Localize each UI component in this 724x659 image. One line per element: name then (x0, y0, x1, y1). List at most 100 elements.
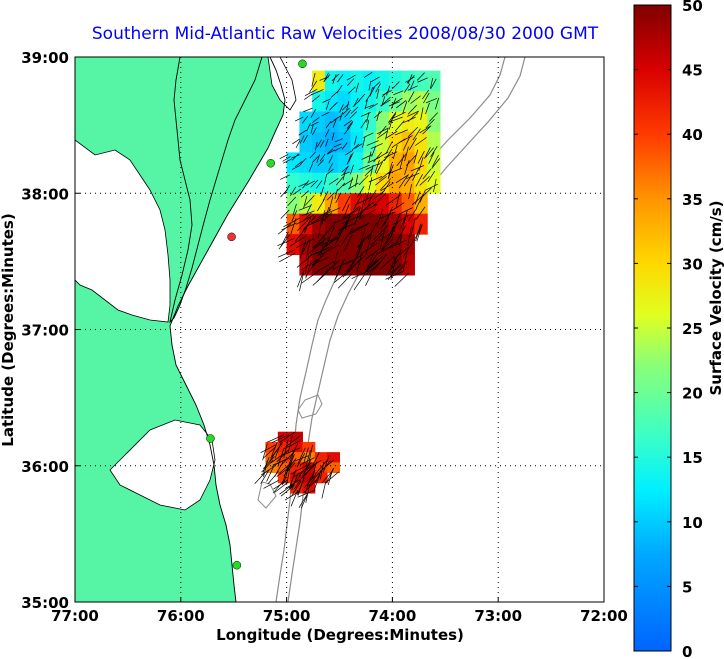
bathymetry-contour-slope (287, 57, 526, 602)
velocity-cell (376, 70, 390, 92)
velocity-cell (290, 462, 303, 474)
velocity-cell (286, 152, 300, 174)
velocity-vector (356, 232, 372, 248)
velocity-vector (332, 250, 339, 271)
velocity-vector (286, 468, 291, 486)
velocity-vector (360, 112, 371, 117)
velocity-vector (351, 143, 360, 151)
velocity-vector (310, 89, 324, 96)
velocity-vector (310, 247, 329, 256)
velocity-cell (337, 193, 352, 215)
velocity-vector (316, 154, 320, 163)
velocity-vector (315, 180, 323, 189)
velocity-vector (364, 191, 370, 205)
bathymetry-contours (257, 57, 526, 602)
velocity-vector (279, 154, 289, 159)
velocity-vector (373, 110, 383, 119)
velocity-vector (407, 110, 419, 117)
velocity-cell (290, 452, 303, 463)
velocity-vector (366, 140, 379, 146)
velocity-vector (402, 101, 408, 114)
velocity-vector (378, 211, 396, 220)
velocity-vector (294, 161, 303, 168)
velocity-vector (342, 214, 362, 224)
velocity-vector (403, 173, 414, 187)
colorbar-tick-label: 25 (682, 320, 703, 338)
velocity-cell (324, 70, 339, 92)
velocity-vector (406, 172, 420, 180)
velocity-vector (355, 236, 366, 255)
velocity-vector (368, 103, 378, 110)
velocity-vector (321, 469, 334, 483)
velocity-vector (363, 72, 373, 78)
velocity-vector (420, 107, 424, 120)
velocity-vector (367, 222, 378, 241)
velocity-vector (394, 272, 409, 287)
velocity-vector (349, 255, 365, 270)
velocity-vector (396, 191, 401, 207)
velocity-vector (400, 212, 408, 229)
velocity-vector (342, 171, 346, 181)
velocity-vector (260, 469, 270, 484)
velocity-vector (423, 92, 430, 104)
velocity-vector (297, 447, 306, 464)
velocity-vector (326, 467, 335, 484)
velocity-cell (312, 111, 326, 133)
velocity-vector (294, 226, 307, 242)
velocity-vector (311, 252, 326, 269)
velocity-vector (417, 150, 425, 164)
velocity-cell (363, 91, 377, 112)
pamlico-sound (109, 419, 216, 511)
velocity-vector (388, 263, 405, 275)
velocity-vector (314, 467, 324, 484)
velocity-vector (321, 244, 340, 255)
velocity-vector (399, 227, 404, 246)
velocity-vector (360, 242, 378, 255)
velocity-vector (303, 447, 309, 465)
velocity-vector (335, 176, 344, 186)
velocity-vector (358, 93, 366, 102)
velocity-vector (380, 178, 391, 191)
velocity-vector (300, 457, 315, 466)
velocity-vector (320, 186, 324, 197)
velocity-vector (287, 434, 293, 454)
velocity-vector (333, 143, 342, 148)
velocity-vector (307, 241, 323, 256)
velocity-vector (337, 222, 357, 231)
velocity-vector (273, 479, 289, 490)
velocity-vector (301, 210, 315, 217)
velocity-cell (299, 131, 313, 153)
velocity-vector (305, 218, 325, 227)
velocity-cell (324, 111, 339, 133)
velocity-vector (298, 205, 311, 211)
velocity-vector (263, 479, 279, 489)
velocity-cell (350, 234, 364, 256)
velocity-vector (337, 74, 344, 83)
velocity-vector (308, 472, 320, 487)
velocity-cell (312, 70, 326, 92)
velocity-vector (296, 453, 306, 468)
velocity-vector (422, 125, 432, 135)
velocity-vector (346, 253, 364, 265)
velocity-vector (313, 246, 333, 255)
colorbar-label: Surface Velocity (cm/s) (707, 200, 724, 395)
velocity-vector (343, 165, 349, 175)
velocity-cell (376, 91, 390, 112)
velocity-vector (280, 231, 289, 247)
velocity-vector (425, 147, 435, 158)
velocity-vector (324, 174, 327, 185)
velocity-cell (299, 254, 313, 276)
velocity-vector (329, 177, 339, 185)
velocity-cell (277, 452, 291, 463)
velocity-cell (337, 234, 352, 256)
radar-station-marker (206, 434, 215, 443)
velocity-vector (280, 189, 288, 198)
x-tick-label: 75:00 (263, 607, 311, 625)
velocity-vector (394, 260, 408, 276)
velocity-vector (355, 174, 359, 187)
velocity-vector (271, 434, 290, 443)
velocity-vector (305, 180, 315, 186)
velocity-vector (364, 247, 382, 260)
